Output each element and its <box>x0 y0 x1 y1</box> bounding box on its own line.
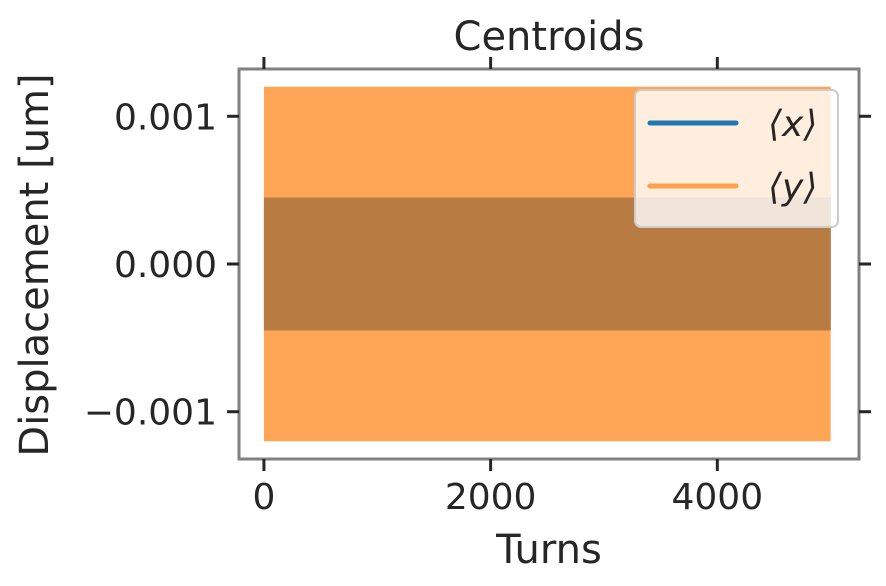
legend: ⟨x⟩ ⟨y⟩ <box>634 89 839 228</box>
x-tick-label-1: 2000 <box>445 477 537 518</box>
legend-label-y: ⟨y⟩ <box>768 167 817 208</box>
x-tick-label-0: 0 <box>252 477 275 518</box>
y-tick-label-1: 0.000 <box>114 245 217 286</box>
legend-label-x: ⟨x⟩ <box>768 104 817 145</box>
x-tick-label-2: 4000 <box>672 477 764 518</box>
y-tick-label-2: −0.001 <box>84 393 217 434</box>
chart-title: Centroids <box>454 14 645 60</box>
x-axis-label: Turns <box>495 527 602 573</box>
y-axis-label: Displacement [um] <box>12 73 58 456</box>
y-tick-label-0: 0.001 <box>114 97 217 138</box>
